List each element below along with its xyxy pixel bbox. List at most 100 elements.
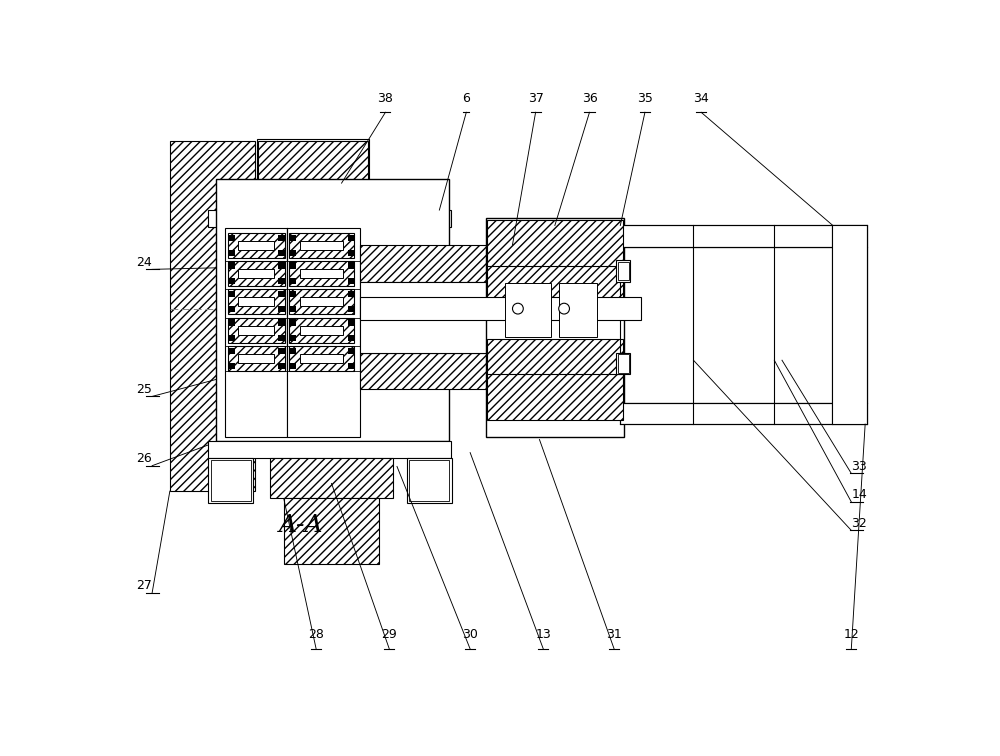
Bar	[348, 262, 354, 268]
Bar	[208, 441, 451, 458]
Bar	[228, 364, 235, 370]
Bar	[487, 220, 623, 266]
Bar	[289, 290, 354, 314]
Bar	[208, 458, 253, 503]
Text: 12: 12	[843, 628, 859, 641]
Text: 32: 32	[851, 517, 867, 530]
Text: 31: 31	[606, 628, 622, 641]
Text: 29: 29	[381, 628, 397, 641]
Bar	[278, 306, 285, 312]
Text: 33: 33	[851, 460, 867, 473]
Bar	[238, 297, 274, 306]
Bar	[278, 278, 285, 284]
Bar	[238, 354, 274, 364]
Bar	[211, 460, 251, 501]
Bar	[257, 139, 369, 183]
Bar	[290, 364, 296, 370]
Text: 26: 26	[136, 452, 152, 465]
Bar	[618, 354, 629, 373]
Text: 37: 37	[528, 91, 544, 104]
Bar	[360, 282, 487, 352]
Text: 34: 34	[693, 91, 709, 104]
Text: 25: 25	[136, 383, 152, 396]
Bar	[290, 348, 296, 354]
Bar	[290, 278, 296, 284]
Bar	[228, 320, 235, 326]
Bar	[290, 234, 296, 241]
Bar	[228, 291, 235, 297]
Bar	[616, 352, 630, 374]
Bar	[278, 234, 285, 241]
Bar	[270, 458, 393, 498]
Bar	[300, 268, 343, 278]
Bar	[360, 245, 487, 282]
Bar	[208, 210, 451, 227]
Bar	[487, 264, 623, 301]
Text: 13: 13	[535, 628, 551, 641]
Text: A-A: A-A	[279, 514, 323, 538]
Bar	[620, 225, 867, 247]
Bar	[228, 262, 235, 268]
Bar	[620, 247, 867, 403]
Bar	[348, 234, 354, 241]
Bar	[290, 335, 296, 341]
Bar	[258, 141, 368, 183]
Bar	[278, 364, 285, 370]
Bar	[300, 297, 343, 306]
Text: 30: 30	[462, 628, 478, 641]
Bar	[290, 320, 296, 326]
Bar	[290, 306, 296, 312]
Bar	[289, 318, 354, 342]
Bar	[290, 262, 296, 268]
Bar	[832, 225, 867, 424]
Bar	[360, 352, 487, 389]
Text: 14: 14	[851, 488, 867, 501]
Bar	[228, 234, 235, 241]
Bar	[360, 297, 641, 321]
Bar	[300, 326, 343, 335]
Bar	[228, 261, 285, 286]
Bar	[216, 179, 449, 441]
Bar	[170, 141, 255, 491]
Bar	[228, 278, 235, 284]
Bar	[505, 284, 551, 337]
Bar	[487, 374, 623, 420]
Bar	[284, 498, 379, 563]
Circle shape	[512, 303, 523, 314]
Bar	[228, 250, 235, 256]
Bar	[228, 306, 235, 312]
Bar	[287, 228, 360, 437]
Bar	[486, 218, 624, 437]
Bar	[278, 320, 285, 326]
Text: 38: 38	[378, 91, 393, 104]
Bar	[225, 228, 287, 437]
Bar	[278, 262, 285, 268]
Bar	[409, 460, 449, 501]
Bar	[348, 291, 354, 297]
Bar	[228, 346, 285, 371]
Bar	[487, 339, 623, 376]
Bar	[348, 306, 354, 312]
Bar	[616, 260, 630, 282]
Bar	[348, 335, 354, 341]
Text: 6: 6	[462, 91, 470, 104]
Bar	[290, 250, 296, 256]
Bar	[290, 291, 296, 297]
Bar	[289, 261, 354, 286]
Bar	[228, 290, 285, 314]
Bar	[278, 348, 285, 354]
Bar	[238, 241, 274, 250]
Bar	[300, 354, 343, 364]
Bar	[618, 262, 629, 280]
Bar	[278, 335, 285, 341]
Bar	[348, 278, 354, 284]
Bar	[289, 346, 354, 371]
Text: 28: 28	[308, 628, 324, 641]
Bar	[278, 291, 285, 297]
Text: 36: 36	[582, 91, 597, 104]
Bar	[238, 326, 274, 335]
Circle shape	[559, 303, 569, 314]
Text: 35: 35	[637, 91, 653, 104]
Bar	[300, 241, 343, 250]
Bar	[348, 320, 354, 326]
